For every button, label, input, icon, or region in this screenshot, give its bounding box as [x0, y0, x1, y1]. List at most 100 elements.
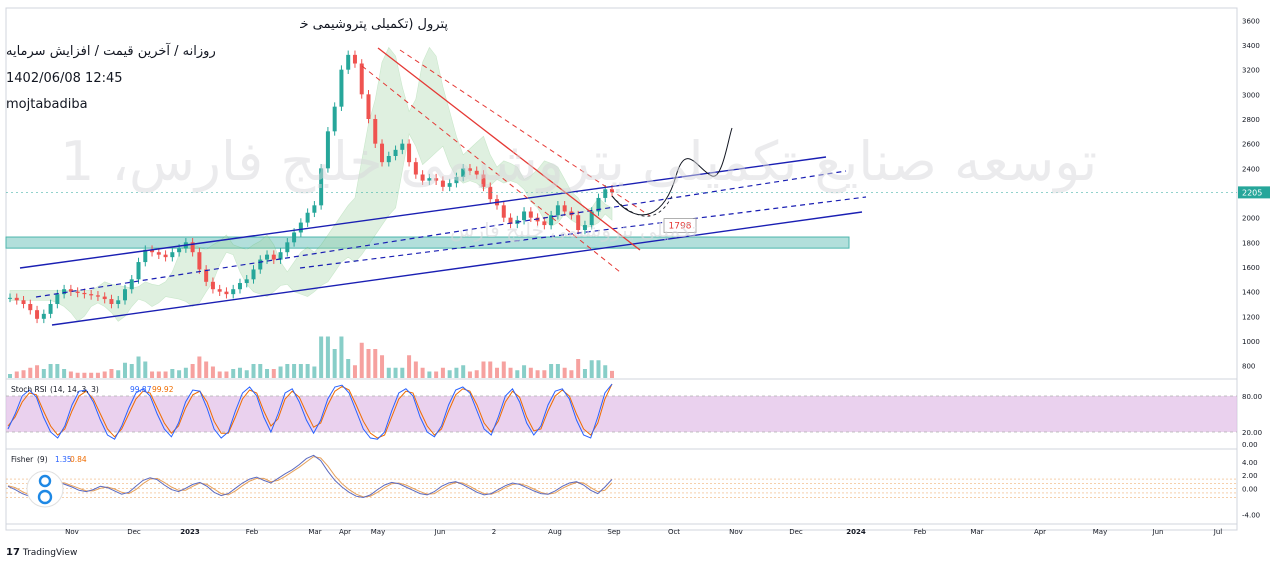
price-axis-tick: 3600	[1242, 17, 1260, 25]
candle-body	[271, 254, 276, 260]
tradingview-logo-icon: 17	[6, 547, 20, 558]
stoch-overbought-band	[6, 396, 1237, 432]
volume-bar	[251, 364, 256, 378]
support-zone	[5, 236, 850, 249]
candle-body	[231, 289, 236, 295]
fisher-axis-tick: 4.00	[1242, 459, 1258, 467]
candle-body	[305, 212, 310, 223]
chart-subtitle: روزانه / آخرین قیمت / افزایش سرمایه	[6, 44, 216, 59]
volume-bar	[48, 364, 53, 378]
volume-bar	[339, 336, 344, 378]
candle-body	[522, 211, 527, 221]
volume-bar	[380, 355, 385, 378]
channel-mid-line	[35, 170, 847, 298]
volume-bar	[413, 361, 418, 378]
volume-bar	[352, 365, 357, 378]
price-axis-tick: 1200	[1242, 313, 1260, 321]
volume-bar	[197, 356, 202, 378]
x-axis-tick: Jun	[1152, 528, 1164, 536]
volume-bar	[265, 369, 270, 378]
volume-bar	[170, 369, 175, 378]
projection-path	[611, 195, 673, 217]
volume-bar	[522, 365, 527, 378]
volume-bar	[21, 370, 26, 378]
volume-bar	[562, 367, 567, 378]
candle-body	[75, 291, 80, 293]
support-label: 1798	[669, 222, 692, 232]
x-axis-tick: 2	[492, 528, 496, 536]
volume-bar	[190, 364, 195, 378]
candle-body	[136, 262, 141, 280]
channel-upper-line	[19, 156, 827, 269]
candle-body	[217, 289, 222, 292]
volume-bar	[278, 366, 283, 378]
volume-bar	[508, 367, 513, 378]
volume-bar	[150, 371, 155, 378]
chart-datetime: 1402/06/08 12:45	[6, 71, 123, 86]
volume-bar	[143, 361, 148, 378]
candle-body	[244, 279, 249, 284]
volume-bar	[68, 371, 73, 378]
volume-bar	[366, 349, 371, 378]
x-axis-tick: Aug	[548, 528, 562, 536]
volume-bar	[467, 371, 472, 378]
candle-body	[278, 252, 283, 260]
candle-body	[467, 168, 472, 171]
x-axis-tick: Jul	[1213, 528, 1223, 536]
candle-body	[562, 205, 567, 212]
candle-body	[190, 242, 195, 253]
candle-body	[163, 254, 168, 258]
price-axis-tick: 1400	[1242, 289, 1260, 297]
candle-body	[603, 189, 608, 198]
x-axis-tick: Dec	[127, 528, 141, 536]
x-axis-tick: May	[371, 528, 385, 536]
volume-bar	[89, 372, 94, 378]
candle-body	[325, 131, 330, 169]
last-price-label: 2205	[1242, 188, 1262, 197]
fisher-line	[7, 454, 613, 499]
candle-body	[380, 143, 385, 163]
volume-bar	[596, 360, 601, 378]
candle-body	[68, 289, 73, 292]
candle-body	[346, 54, 351, 70]
fisher-trigger-value: 0.84	[70, 455, 87, 464]
volume-bar	[285, 364, 290, 378]
candle-body	[420, 174, 425, 181]
candle-body	[258, 259, 263, 270]
candle-body	[407, 143, 412, 163]
price-axis-tick: 800	[1242, 363, 1255, 371]
volume-bar	[319, 336, 324, 378]
downtrend-dashed-line	[361, 65, 621, 273]
downtrend-line	[377, 47, 641, 251]
candle-body	[454, 176, 459, 184]
candle-body	[393, 149, 398, 156]
fisher-label: Fisher	[11, 455, 34, 464]
candle-body	[359, 63, 364, 95]
volume-bar	[109, 369, 114, 378]
volume-bar	[359, 342, 364, 378]
candle-body	[177, 248, 182, 253]
plot-area	[5, 7, 1238, 531]
x-axis-tick: Dec	[789, 528, 803, 536]
tradingview-logo[interactable]: 17 TradingView	[6, 547, 77, 558]
price-axis-tick: 3200	[1242, 67, 1260, 75]
candle-body	[508, 217, 513, 224]
watermark-text: توسعه صنایع تکمیلی پتروشیمی خلیج فارس، 1	[60, 130, 1098, 193]
candle-body	[481, 174, 486, 187]
candle-body	[62, 289, 67, 295]
volume-bar	[156, 371, 161, 378]
chart-title: پترول (تکمیلی پتروشیمی خلیج فارس) / سهام…	[300, 17, 448, 32]
x-axis-tick: Feb	[246, 528, 259, 536]
x-axis-tick: Nov	[729, 528, 743, 536]
stoch-d-value: 99.92	[152, 385, 174, 394]
candle-body	[265, 254, 270, 260]
volume-bar	[386, 367, 391, 378]
volume-bar	[542, 370, 547, 378]
price-axis-tick: 3400	[1242, 42, 1260, 50]
volume-bar	[582, 369, 587, 378]
candle-body	[427, 178, 432, 181]
fisher-value: 1.35	[55, 455, 72, 464]
x-axis-tick: 2024	[846, 528, 866, 536]
